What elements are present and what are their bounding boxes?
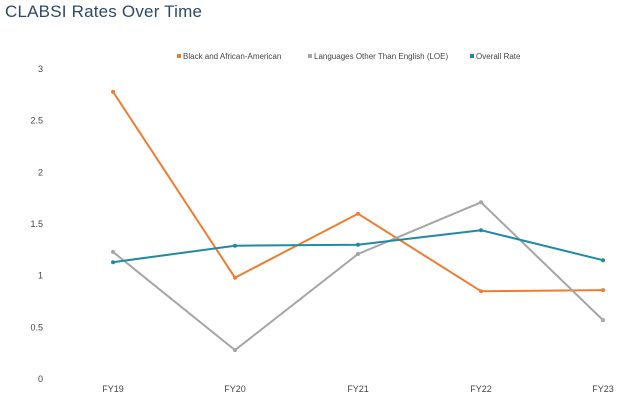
data-point — [233, 275, 237, 280]
data-point — [356, 211, 360, 216]
data-point — [479, 289, 483, 294]
data-point — [601, 318, 605, 323]
legend-label: Languages Other Than English (LOE) — [314, 52, 448, 61]
series-line — [112, 201, 604, 352]
data-point — [233, 348, 237, 353]
y-tick-label: 0.5 — [30, 322, 43, 332]
data-point — [111, 260, 115, 265]
data-point — [111, 89, 115, 94]
data-point — [479, 200, 483, 205]
data-point — [233, 243, 237, 248]
x-tick-label: FY22 — [470, 384, 492, 394]
x-tick-label: FY23 — [592, 384, 614, 394]
y-tick-label: 2.5 — [30, 116, 43, 126]
y-tick-label: 1.5 — [30, 219, 43, 229]
data-point — [111, 249, 115, 254]
x-tick-label: FY21 — [347, 384, 369, 394]
y-tick-label: 2 — [38, 167, 43, 177]
data-point — [356, 242, 360, 247]
data-point — [601, 258, 605, 263]
x-tick-label: FY20 — [224, 384, 246, 394]
y-tick-label: 3 — [38, 64, 43, 74]
y-tick-label: 1 — [38, 271, 43, 281]
legend-swatch — [470, 54, 474, 58]
data-point — [356, 252, 360, 256]
series-line — [112, 91, 604, 293]
x-tick-label: FY19 — [102, 384, 124, 394]
data-point — [601, 288, 605, 293]
chart-title: CLABSI Rates Over Time — [5, 2, 203, 21]
legend-label: Black and African-American — [183, 52, 281, 61]
data-point — [479, 228, 483, 233]
legend-swatch — [177, 54, 181, 58]
y-tick-label: 0 — [38, 374, 43, 384]
legend-swatch — [308, 54, 312, 58]
legend-label: Overall Rate — [476, 52, 521, 61]
